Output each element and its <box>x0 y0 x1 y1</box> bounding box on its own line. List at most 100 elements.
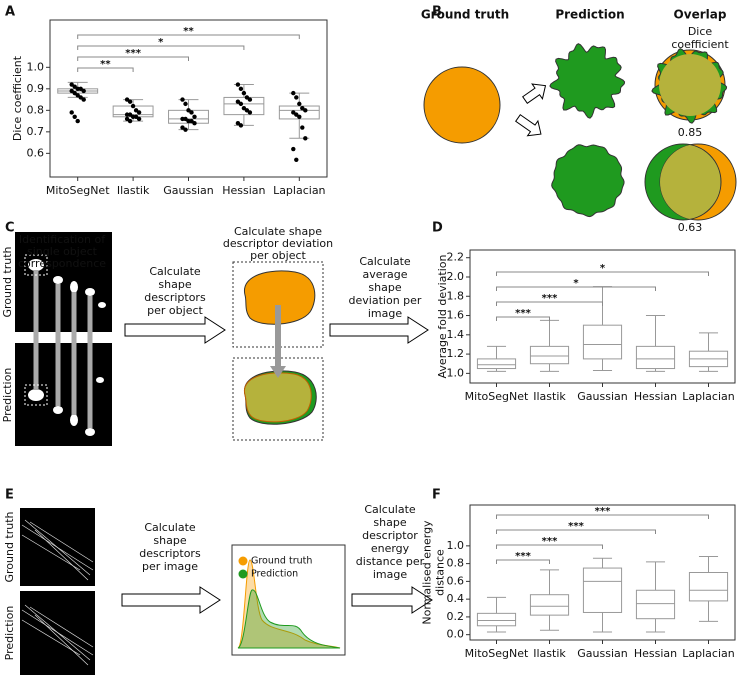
overlap-shape <box>659 54 721 116</box>
image-label: Ground truth <box>3 511 16 582</box>
arrow <box>522 83 547 104</box>
text-line: image <box>368 307 402 320</box>
panel-label: E <box>5 488 14 503</box>
x-tick-label: Laplacian <box>682 390 734 403</box>
data-point <box>303 108 308 113</box>
density-plot <box>231 544 346 656</box>
y-tick-label: 0.9 <box>27 82 45 95</box>
data-point <box>294 95 299 100</box>
box <box>582 324 623 360</box>
panel-label: F <box>432 488 441 503</box>
data-point <box>238 101 244 107</box>
text-line: shape <box>153 534 186 547</box>
arrow <box>121 586 221 614</box>
text-line: Identification of <box>19 233 106 246</box>
data-point <box>69 110 74 115</box>
significance-label: *** <box>125 48 141 59</box>
significance-bracket <box>496 514 709 519</box>
dice-score: 0.85 <box>678 126 703 139</box>
significance-bracket <box>77 45 245 50</box>
significance-label: * <box>600 263 606 274</box>
text-line: shape <box>373 516 406 529</box>
image-label: Ground truth <box>1 246 14 317</box>
data-point <box>235 82 241 87</box>
text-line: Calculate shape <box>234 225 322 238</box>
dice-score: 0.63 <box>678 221 703 234</box>
text-line: single object <box>27 245 98 258</box>
x-tick-label: Laplacian <box>273 184 325 197</box>
overlap-title: Ground truth <box>421 8 509 22</box>
x-tick-label: MitoSegNet <box>46 184 110 197</box>
data-point <box>192 114 197 119</box>
significance-label: ** <box>183 26 194 37</box>
x-tick-label: Hessian <box>222 184 265 197</box>
significance-bracket <box>496 271 709 276</box>
y-tick-label: 0.2 <box>447 610 465 623</box>
panel-label: B <box>432 5 442 20</box>
box <box>529 594 570 616</box>
y-tick-label: 1.4 <box>447 328 465 341</box>
data-point <box>238 123 244 128</box>
data-point <box>183 127 188 132</box>
data-point <box>189 110 194 115</box>
data-point <box>127 118 133 124</box>
text-line: Calculate <box>359 255 411 268</box>
data-point <box>183 101 188 107</box>
pred-shape <box>551 144 625 218</box>
data-point <box>297 101 302 107</box>
significance-label: *** <box>595 506 611 517</box>
text-line: per object <box>250 249 306 262</box>
box <box>635 589 676 620</box>
x-tick-label: Hessian <box>634 647 677 660</box>
data-point <box>297 114 302 119</box>
data-point <box>81 88 86 94</box>
significance-label: *** <box>542 536 558 547</box>
box <box>582 567 623 613</box>
data-point <box>300 125 305 130</box>
text-line: Normalised energy <box>421 520 434 625</box>
data-point <box>180 97 185 102</box>
x-tick-label: Gaussian <box>163 184 213 197</box>
data-point <box>136 110 142 115</box>
y-axis-label: Dice coefficient <box>11 55 24 141</box>
data-point <box>241 90 247 96</box>
y-tick-label: 0.6 <box>447 574 465 587</box>
data-point <box>291 90 296 96</box>
significance-bracket <box>496 286 656 291</box>
y-tick-label: 0.0 <box>447 628 465 641</box>
text-line: descriptor <box>362 529 418 542</box>
text-block: Calculate shape descriptor deviation per o… <box>223 225 333 262</box>
image-label: Prediction <box>3 606 16 661</box>
text-block: Calculate average shape deviation per image <box>349 255 422 320</box>
x-tick-label: MitoSegNet <box>465 390 529 403</box>
significance-bracket <box>77 56 189 61</box>
y-tick-label: 2.2 <box>447 251 465 264</box>
x-tick-label: Hessian <box>634 390 677 403</box>
y-axis-label: Normalised energydistance <box>421 520 447 625</box>
text-line: descriptor deviation <box>223 237 333 250</box>
y-tick-label: 0.6 <box>27 146 45 159</box>
text-block: Calculate shape descriptors per object <box>144 265 206 317</box>
legend-swatch <box>238 569 248 579</box>
x-tick-label: Ilastik <box>533 390 566 403</box>
overlap-title: Prediction <box>555 8 624 22</box>
panel-label: A <box>5 5 15 20</box>
y-tick-label: 0.8 <box>27 103 45 116</box>
x-tick-label: Ilastik <box>533 647 566 660</box>
text-line: distance per <box>356 555 425 568</box>
significance-bracket <box>496 301 603 306</box>
text-line: descriptors <box>144 291 206 304</box>
data-point <box>238 86 244 92</box>
panel-label: C <box>5 221 15 236</box>
data-point <box>247 110 253 115</box>
box <box>688 572 729 602</box>
data-point <box>130 103 136 109</box>
significance-label: * <box>158 37 164 48</box>
significance-bracket <box>496 529 656 534</box>
data-point <box>247 97 253 102</box>
text-line: image <box>373 568 407 581</box>
data-point <box>72 114 77 119</box>
text-line: Dice <box>688 25 713 38</box>
y-tick-label: 2.0 <box>447 270 465 283</box>
